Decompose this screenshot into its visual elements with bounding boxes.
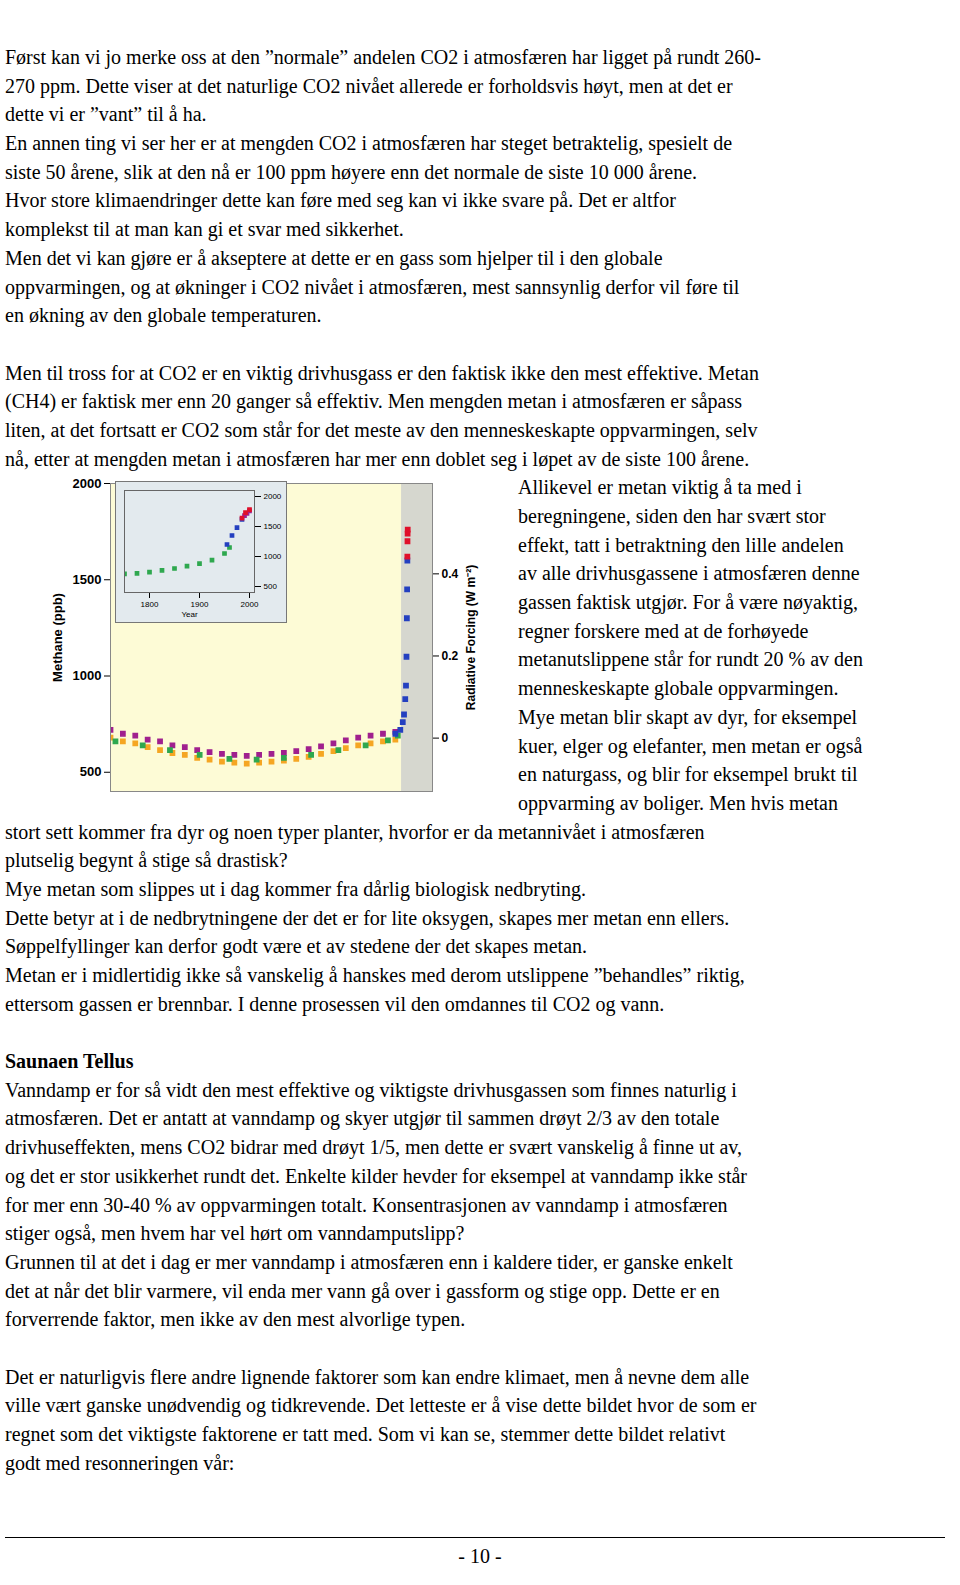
html-text:komplekst til at man kan gi et: komplekst til at man kan gi et svar med … <box>5 218 404 241</box>
html-text:dette vi er ”vant” til å ha.: dette vi er ”vant” til å ha. <box>5 103 207 126</box>
html-text:Søppelfyllinger kan derfor god: Søppelfyllinger kan derfor godt være et … <box>5 935 587 958</box>
html-text:det at når det blir varmere, v: det at når det blir varmere, vil enda me… <box>5 1279 720 1302</box>
html-text:en naturgass, og blir for ekse: en naturgass, og blir for eksempel brukt… <box>518 763 858 786</box>
html-text:Mye metan blir skapt av dyr, f: Mye metan blir skapt av dyr, for eksempe… <box>518 705 858 728</box>
svg-text:Methane (ppb): Methane (ppb) <box>50 593 65 682</box>
html-text:270 ppm. Dette viser at det na: 270 ppm. Dette viser at det naturlige CO… <box>5 74 733 97</box>
html-text:Hvor store klimaendringer dett: Hvor store klimaendringer dette kan føre… <box>5 189 676 212</box>
html-text:effekt, tatt i betraktning den: effekt, tatt i betraktning den lille and… <box>518 533 844 556</box>
html-text:en økning av den globale tempe: en økning av den globale temperaturen. <box>5 304 322 327</box>
svg-text:1000: 1000 <box>73 668 102 683</box>
html-text:beregningene, siden den har sv: beregningene, siden den har svært stor <box>518 505 826 527</box>
svg-text:500: 500 <box>80 765 102 780</box>
html-text:stort sett kommer fra dyr og n: stort sett kommer fra dyr og noen typer … <box>5 820 705 843</box>
svg-text:1500: 1500 <box>73 572 102 587</box>
svg-text:2000: 2000 <box>73 476 102 491</box>
svg-text:0.4: 0.4 <box>442 567 459 581</box>
html-text:- 10 -: - 10 - <box>458 1545 502 1567</box>
html-text:plutselig begynt å stige så dr: plutselig begynt å stige så drastisk? <box>5 849 288 872</box>
html-text:gassen faktisk utgjør. For å v: gassen faktisk utgjør. For å være nøyakt… <box>518 591 858 614</box>
svg-text:1000: 1000 <box>264 552 282 561</box>
svg-text:2000: 2000 <box>241 600 259 609</box>
html-text:oppvarmingen, og at økninger i: oppvarmingen, og at økninger i CO2 nivåe… <box>5 275 740 298</box>
html-text:ettersom gassen er brennbar. I: ettersom gassen er brennbar. I denne pro… <box>5 992 665 1015</box>
html-text:(CH4) er faktisk mer enn 20 ga: (CH4) er faktisk mer enn 20 ganger så ef… <box>5 390 742 413</box>
svg-text:1500: 1500 <box>264 522 282 531</box>
html-text:nå, etter at mengden metan i a: nå, etter at mengden metan i atmosfæren … <box>5 447 750 470</box>
html-text:siste 50 årene, slik at den nå: siste 50 årene, slik at den nå er 100 pp… <box>5 160 697 183</box>
html-text:oppvarming av boliger. Men hvi: oppvarming av boliger. Men hvis metan <box>518 791 838 814</box>
html-text:Men til tross for at CO2 er en: Men til tross for at CO2 er en viktig dr… <box>5 361 759 384</box>
html-text:ville vært ganske unødvendig o: ville vært ganske unødvendig og tidkreve… <box>5 1394 757 1417</box>
html-text:Vanndamp er for så vidt den me: Vanndamp er for så vidt den mest effekti… <box>5 1078 737 1101</box>
html-text:og det er stor usikkerhet rund: og det er stor usikkerhet rundt det. Enk… <box>5 1164 747 1187</box>
html-text:Grunnen til at det i dag er me: Grunnen til at det i dag er mer vanndamp… <box>5 1250 733 1273</box>
html-text:av alle drivhusgassene i atmos: av alle drivhusgassene i atmosfæren denn… <box>518 562 860 585</box>
html-text:Først kan vi jo merke oss at d: Først kan vi jo merke oss at den ”normal… <box>5 46 761 68</box>
html-text:Mye metan som slippes ut i dag: Mye metan som slippes ut i dag kommer fr… <box>5 877 586 900</box>
html-text:atmosfæren. Det er antatt at v: atmosfæren. Det er antatt at vanndamp og… <box>5 1107 720 1130</box>
html-text:Allikevel er metan viktig å ta: Allikevel er metan viktig å ta med i <box>518 476 802 499</box>
html-text:regnet som det viktigste fakto: regnet som det viktigste faktorene er ta… <box>5 1423 726 1445</box>
html-text:kuer, elger og elefanter, men: kuer, elger og elefanter, men metan er o… <box>518 734 863 757</box>
html-text:menneskeskapte globale oppvarm: menneskeskapte globale oppvarmingen. <box>518 677 839 700</box>
html-text:for mer enn 30-40 % av oppvarm: for mer enn 30-40 % av oppvarmingen tota… <box>5 1193 728 1216</box>
html-text:godt med resonneringen vår:: godt med resonneringen vår: <box>5 1451 235 1474</box>
html-text:Men det vi kan gjøre er å akse: Men det vi kan gjøre er å akseptere at d… <box>5 246 663 269</box>
svg-text:0: 0 <box>442 731 449 745</box>
svg-text:1800: 1800 <box>141 600 159 609</box>
svg-text:1900: 1900 <box>191 600 209 609</box>
html-text:liten, at det fortsatt er CO2: liten, at det fortsatt er CO2 som står f… <box>5 418 758 441</box>
html-text:Metan er i midlertidig ikke så: Metan er i midlertidig ikke så vanskelig… <box>5 964 745 986</box>
svg-text:2000: 2000 <box>264 492 282 501</box>
html-text:regner forskere med at de forh: regner forskere med at de forhøyede <box>518 619 809 642</box>
html-text:Dette betyr at i de nedbrytnin: Dette betyr at i de nedbrytningene der d… <box>5 906 730 929</box>
html-text:Det er naturligvis flere andre: Det er naturligvis flere andre lignende … <box>5 1365 750 1388</box>
html-text:metanutslippene står for rundt: metanutslippene står for rundt 20 % av d… <box>518 648 863 671</box>
svg-text:500: 500 <box>264 582 278 591</box>
html-text:En annen ting vi ser her er at: En annen ting vi ser her er at mengden C… <box>5 132 732 155</box>
html-text:forverrende faktor, men ikke a: forverrende faktor, men ikke av den mest… <box>5 1308 466 1331</box>
svg-text:Year: Year <box>181 610 198 619</box>
svg-text:Radiative Forcing (W m⁻²): Radiative Forcing (W m⁻²) <box>464 565 478 710</box>
html-text:stiger også, men hvem har vel: stiger også, men hvem har vel hørt om va… <box>5 1222 465 1245</box>
html-text:Saunaen Tellus: Saunaen Tellus <box>5 1050 134 1073</box>
html-text:drivhuseffekten, mens CO2 bidr: drivhuseffekten, mens CO2 bidrar med drø… <box>5 1136 742 1159</box>
svg-text:0.2: 0.2 <box>442 649 459 663</box>
